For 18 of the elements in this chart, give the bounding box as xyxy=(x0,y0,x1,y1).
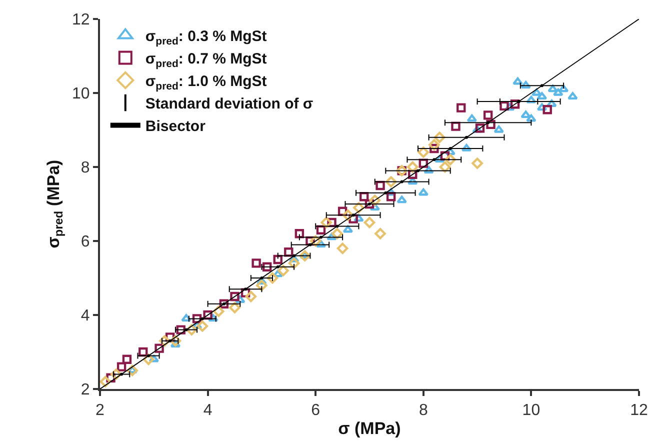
legend-label: Standard deviation of σ xyxy=(145,96,314,113)
legend-label: σ$_{pred}$: 0.3 % MgSt xyxy=(145,28,267,48)
legend-label: σ$_{pred}$: 1.0 % MgSt xyxy=(145,73,267,92)
y-tick-label: 12 xyxy=(72,12,90,29)
x-tick-label: 2 xyxy=(96,402,105,420)
legend-label: σ$_{pred}$: 0.7 % MgSt xyxy=(145,50,267,70)
y-tick-label: 8 xyxy=(80,160,90,177)
y-tick-label: 6 xyxy=(80,234,90,251)
legend-label: Bisector xyxy=(145,118,206,136)
x-tick-label: 10 xyxy=(522,402,540,420)
x-tick-label: 6 xyxy=(311,402,320,420)
y-tick-label: 4 xyxy=(80,308,90,325)
x-axis-title: σ (MPa) xyxy=(338,419,401,438)
x-tick-label: 4 xyxy=(203,402,212,420)
y-tick-label: 2 xyxy=(80,382,90,399)
x-tick-label: 12 xyxy=(630,402,648,420)
x-tick-label: 8 xyxy=(418,402,428,420)
y-tick-label: 10 xyxy=(72,86,90,103)
